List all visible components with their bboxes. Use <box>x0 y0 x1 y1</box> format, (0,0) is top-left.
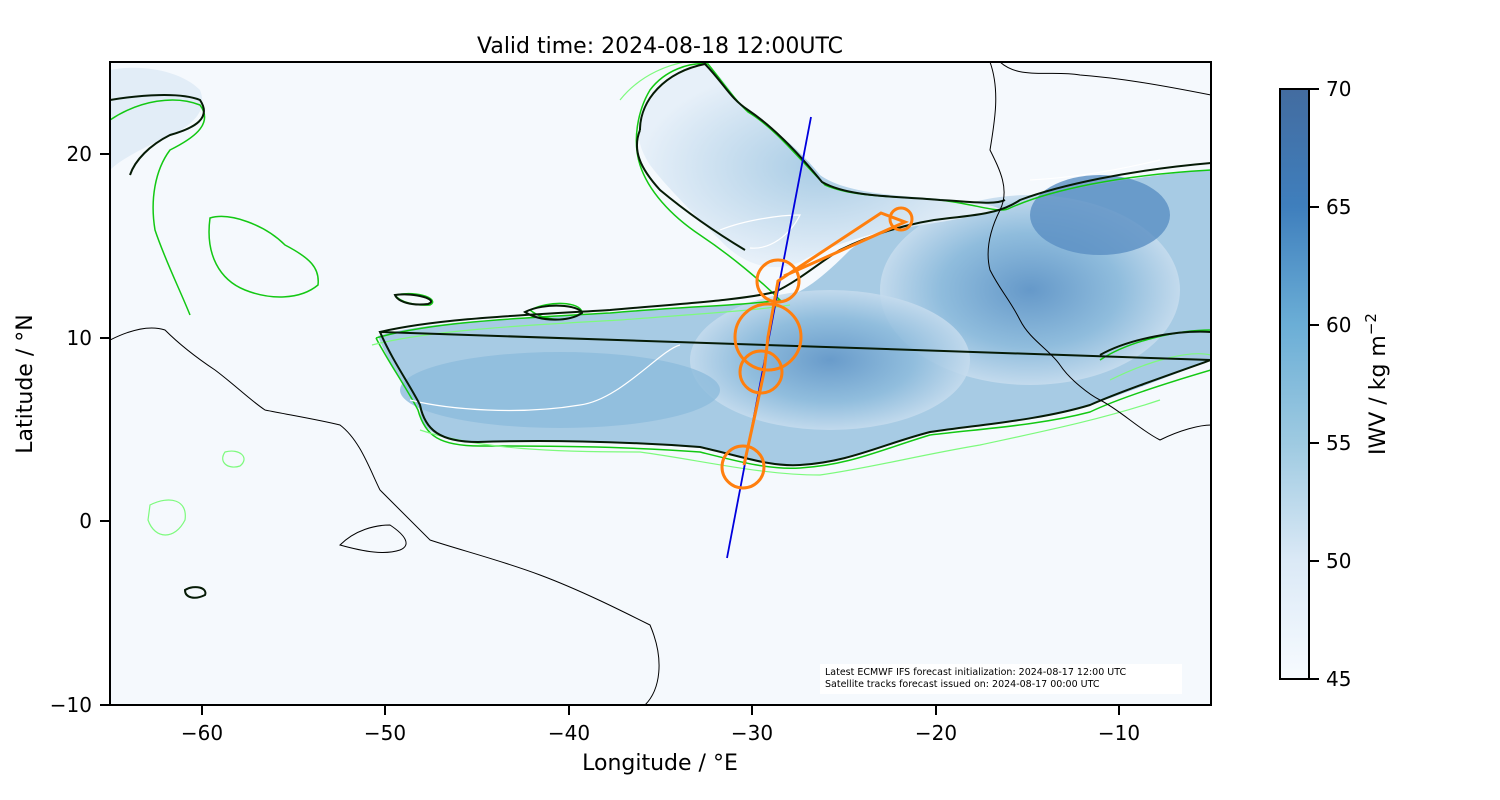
colorbar-tick-label: 50 <box>1326 549 1351 573</box>
x-tick-label: −60 <box>181 721 223 745</box>
colorbar-title-exponent: −2 <box>1362 313 1380 335</box>
flight-circle-middle <box>738 349 784 395</box>
coastlines <box>110 62 1211 705</box>
y-tick-label: −10 <box>50 693 92 717</box>
colorbar-tick-label: 60 <box>1326 313 1351 337</box>
colorbar <box>1279 88 1310 680</box>
iwv-contours-white <box>409 159 1161 412</box>
annotation-line2: Satellite tracks forecast issued on: 202… <box>825 679 1100 690</box>
x-tick-label: −10 <box>1098 721 1140 745</box>
colorbar-title: IWV / kg m−2 <box>1362 313 1391 455</box>
x-axis-title: Longitude / °E <box>582 751 738 776</box>
iwv-contours-green <box>110 62 1211 470</box>
iwv-core-west <box>400 352 720 428</box>
colorbar-tick-label: 70 <box>1326 77 1351 101</box>
x-axis <box>201 705 1120 715</box>
map-area: Latest ECMWF IFS forecast initialization… <box>110 62 1211 705</box>
plot-title: Valid time: 2024-08-18 12:00UTC <box>477 34 843 59</box>
x-tick-label: −30 <box>731 721 773 745</box>
flight-circle-south <box>720 444 766 490</box>
annotation-line1: Latest ECMWF IFS forecast initialization… <box>825 667 1126 678</box>
flight-circle-northeast <box>888 206 914 232</box>
x-tick-label: −50 <box>364 721 406 745</box>
colorbar-title-text: IWV / kg m <box>1366 335 1391 455</box>
colorbar-tick-label: 65 <box>1326 195 1351 219</box>
y-tick-label: 10 <box>67 326 92 350</box>
flight-circle-large <box>733 302 803 372</box>
x-tick-label: −40 <box>548 721 590 745</box>
iwv-field-north <box>638 66 1000 268</box>
colorbar-tick-label: 55 <box>1326 431 1351 455</box>
y-tick-label: 20 <box>67 142 92 166</box>
colorbar-ticks <box>1309 88 1319 680</box>
flight-circle-north <box>755 258 801 304</box>
iwv-core-north <box>1030 175 1170 255</box>
colorbar-tick-label: 45 <box>1326 667 1351 691</box>
flight-track <box>720 206 914 490</box>
x-tick-label: −20 <box>915 721 957 745</box>
y-tick-label: 0 <box>79 509 92 533</box>
y-axis <box>100 153 110 706</box>
iwv-field-northwest <box>110 67 203 170</box>
plot-frame <box>109 61 1212 706</box>
annotation-box <box>820 664 1182 694</box>
y-axis-title: Latitude / °N <box>13 314 38 453</box>
